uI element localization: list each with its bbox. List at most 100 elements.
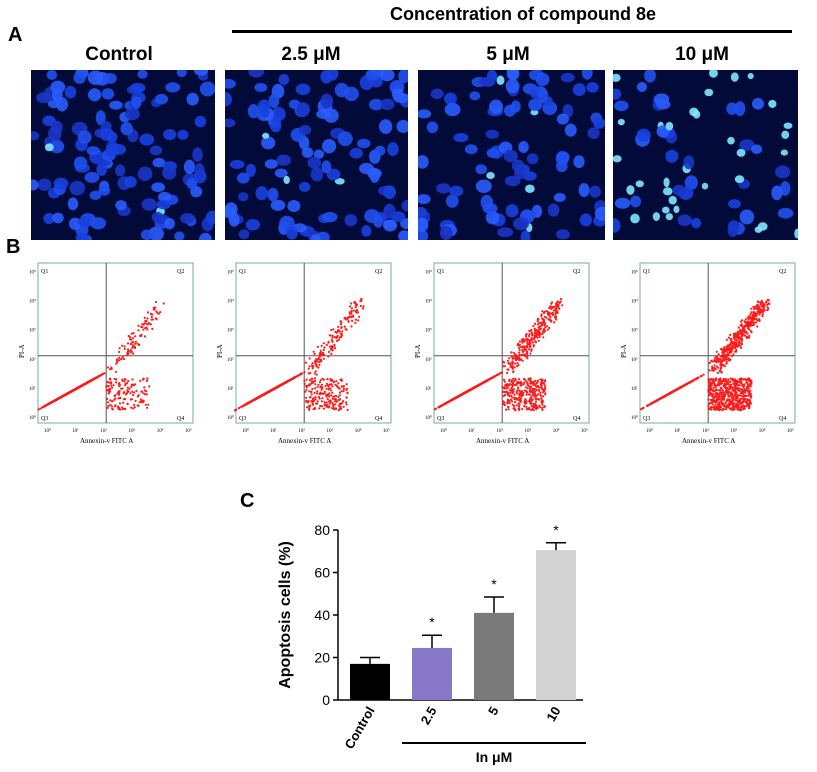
event-point (517, 382, 519, 384)
event-point (311, 362, 313, 364)
nucleus (513, 217, 529, 230)
nucleus (316, 109, 331, 119)
event-point (319, 355, 321, 357)
event-point (530, 381, 532, 383)
event-point (528, 330, 530, 332)
nucleus (768, 100, 776, 108)
nucleus (265, 159, 278, 168)
nucleus (229, 212, 240, 227)
event-point (341, 402, 343, 404)
nucleus (115, 164, 125, 176)
event-point (538, 405, 540, 407)
nucleus (556, 151, 569, 166)
nucleus (307, 157, 321, 169)
event-point (151, 328, 153, 330)
nucleus (102, 88, 115, 99)
nucleus (653, 212, 660, 221)
event-point (313, 351, 315, 353)
nucleus (320, 70, 332, 83)
event-point (318, 407, 320, 409)
event-point (146, 380, 148, 382)
x-tick-label: 10⁴ (157, 428, 164, 434)
event-point (722, 389, 724, 391)
event-point (523, 405, 525, 407)
event-point (535, 388, 537, 390)
nucleus (299, 182, 310, 192)
event-point (123, 345, 125, 347)
event-point (323, 358, 325, 360)
event-point (308, 365, 310, 367)
event-point (350, 316, 352, 318)
event-point (526, 338, 528, 340)
event-point (355, 319, 357, 321)
y-tick-label: 10⁴ (29, 299, 36, 305)
event-point (111, 387, 113, 389)
event-point (512, 362, 514, 364)
event-point (328, 385, 330, 387)
nucleus (479, 77, 495, 86)
event-point (108, 385, 110, 387)
event-point (139, 335, 141, 337)
event-point (505, 409, 507, 411)
event-point (520, 384, 522, 386)
nucleus (618, 119, 625, 125)
event-point (150, 323, 152, 325)
event-point (334, 331, 336, 333)
event-point (333, 407, 335, 409)
event-point (120, 388, 122, 390)
event-point (325, 394, 327, 396)
event-point (513, 352, 515, 354)
event-point (43, 405, 45, 407)
nucleus (504, 105, 516, 117)
event-point (260, 395, 262, 397)
nucleus (383, 220, 397, 232)
event-point (514, 378, 516, 380)
event-point (124, 384, 126, 386)
event-point (126, 382, 128, 384)
nucleus (344, 214, 357, 226)
nucleus (662, 207, 670, 214)
event-point (121, 379, 123, 381)
event-point (539, 392, 541, 394)
event-point (519, 400, 521, 402)
event-point (346, 403, 348, 405)
y-tick-label: 10⁵ (29, 270, 36, 276)
nucleus (476, 179, 492, 192)
event-point (531, 333, 533, 335)
event-point (514, 397, 516, 399)
event-point (557, 300, 559, 302)
nucleus (174, 231, 184, 240)
event-point (139, 401, 141, 403)
event-point (519, 340, 521, 342)
event-point (531, 348, 533, 350)
nucleus (556, 229, 570, 239)
panel-label-a: A (8, 24, 22, 47)
event-point (346, 392, 348, 394)
nucleus (90, 217, 106, 229)
event-point (339, 403, 341, 405)
event-point (337, 396, 339, 398)
event-point (525, 335, 527, 337)
event-point (341, 326, 343, 328)
nucleus (673, 206, 679, 213)
event-point (519, 398, 521, 400)
event-point (335, 408, 337, 410)
event-point (718, 353, 720, 355)
nucleus (784, 122, 793, 128)
event-point (349, 305, 351, 307)
event-point (358, 316, 360, 318)
nucleus (778, 208, 794, 219)
event-point (346, 397, 348, 399)
event-point (107, 401, 109, 403)
nucleus (672, 185, 685, 196)
event-point (269, 390, 271, 392)
event-point (523, 378, 525, 380)
event-point (491, 377, 493, 379)
event-point (521, 350, 523, 352)
event-point (338, 339, 340, 341)
event-point (476, 385, 478, 387)
event-point (235, 409, 237, 411)
event-point (110, 367, 112, 369)
nucleus (726, 102, 738, 115)
event-point (121, 408, 123, 410)
